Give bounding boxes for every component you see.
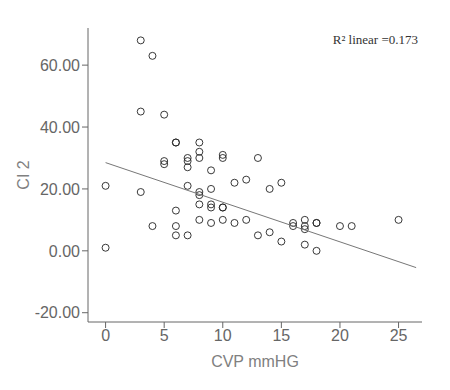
svg-text:CVP mmHG: CVP mmHG xyxy=(211,353,299,370)
svg-text:40.00: 40.00 xyxy=(40,119,80,136)
svg-text:60.00: 60.00 xyxy=(40,57,80,74)
svg-text:0: 0 xyxy=(101,327,110,344)
svg-text:5: 5 xyxy=(160,327,169,344)
svg-text:0.00: 0.00 xyxy=(49,243,80,260)
svg-text:10: 10 xyxy=(214,327,232,344)
svg-text:20.00: 20.00 xyxy=(40,181,80,198)
svg-text:20: 20 xyxy=(331,327,349,344)
svg-text:CI 2: CI 2 xyxy=(15,160,32,189)
html-text:R² linear =0.173: R² linear =0.173 xyxy=(332,32,418,47)
svg-text:15: 15 xyxy=(272,327,290,344)
svg-text:-20.00: -20.00 xyxy=(35,304,80,321)
svg-text:25: 25 xyxy=(390,327,408,344)
